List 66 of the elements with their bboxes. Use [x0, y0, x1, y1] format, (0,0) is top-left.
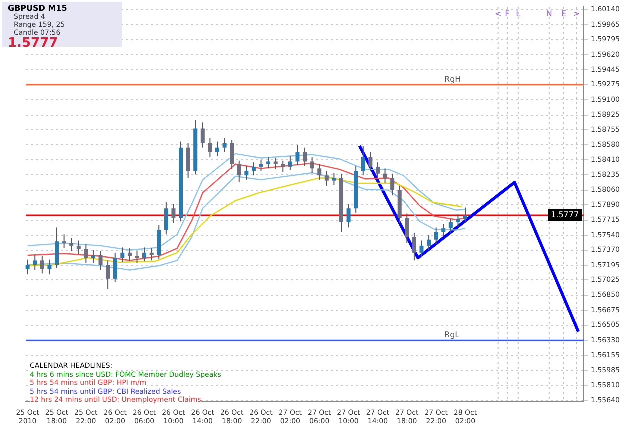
candlestick: [215, 141, 220, 158]
ref-line-label: >: [573, 9, 580, 18]
candlestick: [120, 247, 125, 263]
ref-line-label: RgH: [444, 74, 462, 84]
candlestick: [172, 204, 176, 224]
candlestick: [91, 250, 96, 264]
candlestick: [346, 204, 351, 228]
candlestick: [383, 168, 388, 184]
ref-line-label: F: [505, 9, 510, 18]
candlestick: [98, 250, 103, 271]
candlestick: [332, 172, 336, 186]
candlestick: [303, 147, 308, 167]
candlestick: [288, 156, 292, 171]
candlestick: [427, 235, 432, 251]
candlestick: [412, 232, 416, 262]
candlestick: [281, 160, 286, 173]
candlestick: [40, 256, 44, 274]
candlestick: [252, 162, 256, 176]
chart-title: GBPUSD M15: [8, 4, 68, 13]
candlestick: [390, 173, 395, 196]
candlestick: [464, 207, 468, 224]
candlestick: [113, 252, 118, 283]
candlestick: [259, 159, 264, 172]
candlestick: [106, 260, 110, 290]
candlestick: [420, 240, 424, 258]
candlestick: [142, 247, 147, 262]
candlestick: [456, 214, 460, 228]
candlestick: [244, 166, 249, 180]
candlestick: [442, 224, 446, 237]
candlestick: [324, 170, 329, 187]
candlestick: [128, 248, 132, 262]
candlestick: [230, 140, 234, 170]
candlestick: [135, 250, 140, 264]
candlestick: [434, 227, 438, 245]
candlestick: [274, 158, 278, 170]
candlestick: [84, 244, 88, 264]
candlestick: [405, 213, 410, 244]
candlestick: [237, 160, 242, 184]
candlestick: [448, 218, 453, 234]
ref-line-label: 1.5777: [551, 210, 580, 220]
ref-line-label: N: [546, 9, 552, 18]
candlestick: [361, 146, 366, 176]
candlestick: [33, 254, 38, 271]
ref-line-label: <: [494, 9, 502, 18]
candlestick: [186, 142, 190, 179]
candlestick: [208, 138, 212, 158]
candlestick: [296, 144, 300, 166]
ref-line-label: RgL: [444, 330, 460, 340]
candlestick: [48, 259, 52, 276]
candlestick: [54, 227, 60, 270]
candlestick: [70, 238, 74, 252]
candlestick: [318, 164, 322, 180]
candlestick: [200, 122, 205, 148]
candlestick: [150, 248, 154, 262]
ref-line-label: E: [561, 9, 567, 18]
candlestick: [222, 138, 227, 153]
candlestick: [266, 156, 271, 170]
candlestick: [76, 240, 81, 256]
candlestick: [368, 152, 373, 172]
annotation: 1.5777: [8, 36, 60, 51]
candlestick: [62, 234, 66, 250]
candlestick: [164, 202, 168, 236]
candlestick: [26, 259, 30, 276]
candlestick: [310, 156, 314, 174]
ref-line-label: L: [516, 9, 522, 18]
candlestick: [376, 162, 380, 179]
